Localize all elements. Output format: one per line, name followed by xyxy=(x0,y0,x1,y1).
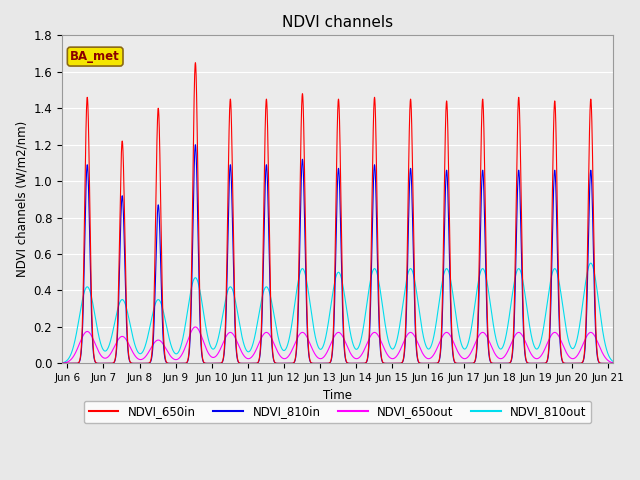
NDVI_650out xyxy=(58,360,66,366)
NDVI_650in xyxy=(497,360,504,366)
NDVI_650in xyxy=(467,360,475,366)
NDVI_650in xyxy=(58,360,66,366)
NDVI_650out xyxy=(610,360,618,366)
NDVI_650in xyxy=(385,360,392,366)
Line: NDVI_810in: NDVI_810in xyxy=(62,144,614,363)
Title: NDVI channels: NDVI channels xyxy=(282,15,394,30)
NDVI_810in xyxy=(497,360,504,366)
NDVI_810in xyxy=(58,360,66,366)
NDVI_810out xyxy=(58,360,66,366)
NDVI_810out xyxy=(610,359,618,365)
Legend: NDVI_650in, NDVI_810in, NDVI_650out, NDVI_810out: NDVI_650in, NDVI_810in, NDVI_650out, NDV… xyxy=(84,401,591,423)
NDVI_810in xyxy=(86,238,93,244)
NDVI_650in xyxy=(191,60,199,66)
NDVI_810out xyxy=(497,346,504,352)
NDVI_810in xyxy=(385,360,392,366)
Line: NDVI_650out: NDVI_650out xyxy=(62,327,614,363)
NDVI_810out xyxy=(467,328,475,334)
NDVI_650in xyxy=(258,312,266,318)
NDVI_810in xyxy=(408,213,416,219)
NDVI_810in xyxy=(191,142,199,147)
Line: NDVI_810out: NDVI_810out xyxy=(62,263,614,363)
NDVI_810in xyxy=(467,360,475,366)
NDVI_810out xyxy=(86,288,93,293)
X-axis label: Time: Time xyxy=(323,389,352,402)
NDVI_810out xyxy=(258,296,266,302)
Text: BA_met: BA_met xyxy=(70,50,120,63)
NDVI_810out xyxy=(385,338,392,344)
NDVI_650in xyxy=(610,360,618,366)
NDVI_810in xyxy=(610,360,618,366)
NDVI_650out xyxy=(497,356,504,361)
NDVI_650in xyxy=(408,161,416,167)
NDVI_650out xyxy=(385,353,392,359)
NDVI_810out xyxy=(408,268,416,274)
NDVI_650out xyxy=(191,324,199,330)
NDVI_810in xyxy=(258,324,266,330)
NDVI_650out xyxy=(86,330,93,336)
Line: NDVI_650in: NDVI_650in xyxy=(62,63,614,363)
Y-axis label: NDVI channels (W/m2/nm): NDVI channels (W/m2/nm) xyxy=(15,121,28,277)
NDVI_650out xyxy=(258,335,266,340)
NDVI_810out xyxy=(587,260,595,266)
NDVI_650in xyxy=(86,197,93,203)
NDVI_650out xyxy=(408,330,416,336)
NDVI_650out xyxy=(467,350,475,356)
